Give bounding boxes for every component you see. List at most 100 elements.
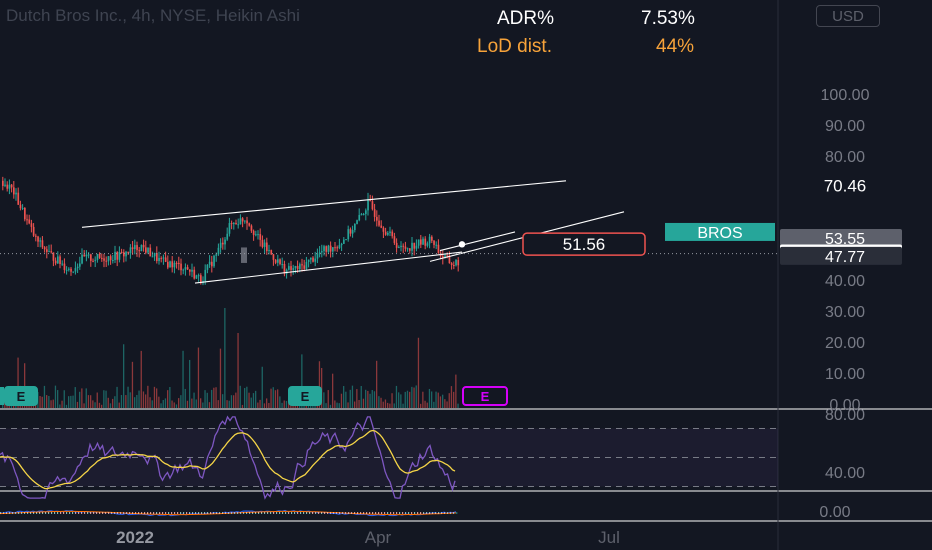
candle-body xyxy=(74,268,77,272)
volume-bar xyxy=(41,396,43,408)
volume-bar xyxy=(160,403,162,408)
earnings-marker-label: E xyxy=(481,389,490,404)
volume-bar xyxy=(257,402,259,408)
volume-bar xyxy=(158,396,160,408)
candle-body xyxy=(426,243,429,246)
candle-body xyxy=(116,251,119,260)
candle-body xyxy=(21,207,24,209)
candle-body xyxy=(327,245,330,252)
volume-bar xyxy=(57,390,59,408)
candle-body xyxy=(444,255,446,258)
candle-body xyxy=(389,231,391,233)
volume-bar xyxy=(147,385,149,408)
volume-bar xyxy=(127,386,129,408)
adr-value: 7.53% xyxy=(641,8,695,29)
volume-bar xyxy=(189,359,191,408)
volume-bar xyxy=(226,400,228,408)
candle-body xyxy=(314,258,317,262)
volume-bar xyxy=(156,388,158,408)
volume-bar xyxy=(431,391,433,408)
candle-body xyxy=(233,222,235,224)
candle-body xyxy=(415,245,418,249)
candle-body xyxy=(79,263,81,267)
candle-body xyxy=(105,260,108,262)
volume-bar xyxy=(173,402,175,408)
lod-label: LoD dist. xyxy=(477,36,552,57)
volume-bar xyxy=(448,393,450,408)
candle-body xyxy=(448,255,451,264)
highlighted-candle xyxy=(241,247,247,263)
candle-body xyxy=(193,269,196,279)
candle-body xyxy=(72,271,75,273)
volume-bar xyxy=(149,397,151,408)
volume-bar xyxy=(112,398,114,408)
volume-bar xyxy=(354,401,356,408)
volume-bar xyxy=(72,395,74,408)
volume-bar xyxy=(285,400,288,408)
volume-bar xyxy=(382,401,384,408)
candle-body xyxy=(362,213,365,215)
volume-bar xyxy=(43,385,46,408)
volume-bar xyxy=(241,404,244,408)
volume-bar xyxy=(46,395,48,408)
volume-bar xyxy=(39,395,41,408)
candle-body xyxy=(37,236,39,242)
candle-body xyxy=(266,242,268,252)
candle-body xyxy=(2,180,4,186)
candle-body xyxy=(127,251,130,254)
volume-bar xyxy=(371,389,373,408)
symbol-title: Dutch Bros Inc., 4h, NYSE, Heikin Ashi xyxy=(6,6,300,25)
volume-bar xyxy=(61,400,63,408)
earnings-marker xyxy=(288,386,322,406)
volume-bar xyxy=(270,388,272,408)
candle-body xyxy=(417,239,420,246)
currency-button[interactable]: USD xyxy=(816,5,880,27)
volume-bar xyxy=(54,385,57,408)
volume-bar xyxy=(131,361,134,408)
candle-body xyxy=(142,244,145,248)
volume-bar xyxy=(338,403,340,408)
candle-body xyxy=(138,250,141,252)
candle-body xyxy=(90,254,92,261)
candle-body xyxy=(222,242,224,245)
candle-body xyxy=(59,256,61,265)
volume-bar xyxy=(301,354,303,408)
candle-body xyxy=(321,251,323,253)
volume-bar xyxy=(211,389,213,408)
candle-body xyxy=(301,264,303,266)
candle-body xyxy=(250,225,253,231)
candle-body xyxy=(395,242,398,248)
candle-body xyxy=(169,261,171,268)
candle-body xyxy=(237,224,240,226)
candle-body xyxy=(10,184,13,188)
candle-body xyxy=(6,184,9,189)
candle-body xyxy=(200,275,202,284)
macd-histogram-bar xyxy=(456,512,458,514)
candle-body xyxy=(411,242,413,251)
candle-body xyxy=(367,199,369,211)
candle-body xyxy=(26,219,28,221)
candle-body xyxy=(171,261,174,268)
earnings-marker-edge xyxy=(0,387,4,405)
candle-body xyxy=(206,264,209,270)
candle-body xyxy=(296,265,299,270)
candle-body xyxy=(431,236,433,241)
candle-body xyxy=(158,257,160,262)
candle-body xyxy=(13,187,15,195)
macd-tick-label: 0.00 xyxy=(819,504,850,521)
candle-body xyxy=(149,247,152,257)
candle-body xyxy=(272,254,275,260)
candle-body xyxy=(184,267,187,270)
volume-bar xyxy=(417,337,420,408)
volume-bar xyxy=(180,395,182,408)
volume-bar xyxy=(230,395,233,408)
candle-body xyxy=(294,265,297,269)
volume-bar xyxy=(105,390,107,408)
volume-bar xyxy=(70,395,72,408)
candle-body xyxy=(354,223,356,231)
volume-bar xyxy=(362,398,365,408)
candle-body xyxy=(162,257,165,259)
volume-bar xyxy=(384,399,387,408)
volume-bar xyxy=(246,386,248,408)
